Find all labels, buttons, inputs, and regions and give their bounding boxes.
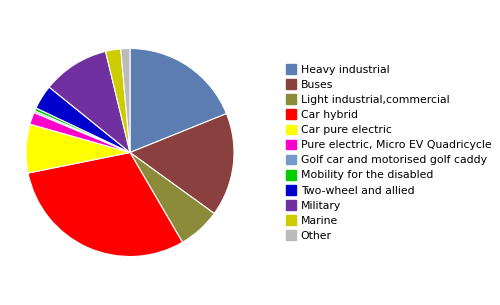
Legend: Heavy industrial, Buses, Light industrial,commercial, Car hybrid, Car pure elect: Heavy industrial, Buses, Light industria… <box>282 61 494 244</box>
Wedge shape <box>28 152 182 257</box>
Wedge shape <box>34 111 130 152</box>
Wedge shape <box>130 152 214 242</box>
Wedge shape <box>106 49 130 152</box>
Wedge shape <box>49 52 130 152</box>
Wedge shape <box>130 114 234 214</box>
Wedge shape <box>36 87 130 152</box>
Wedge shape <box>120 48 130 152</box>
Wedge shape <box>34 108 130 152</box>
Wedge shape <box>26 124 130 173</box>
Wedge shape <box>130 48 226 152</box>
Wedge shape <box>30 113 130 152</box>
